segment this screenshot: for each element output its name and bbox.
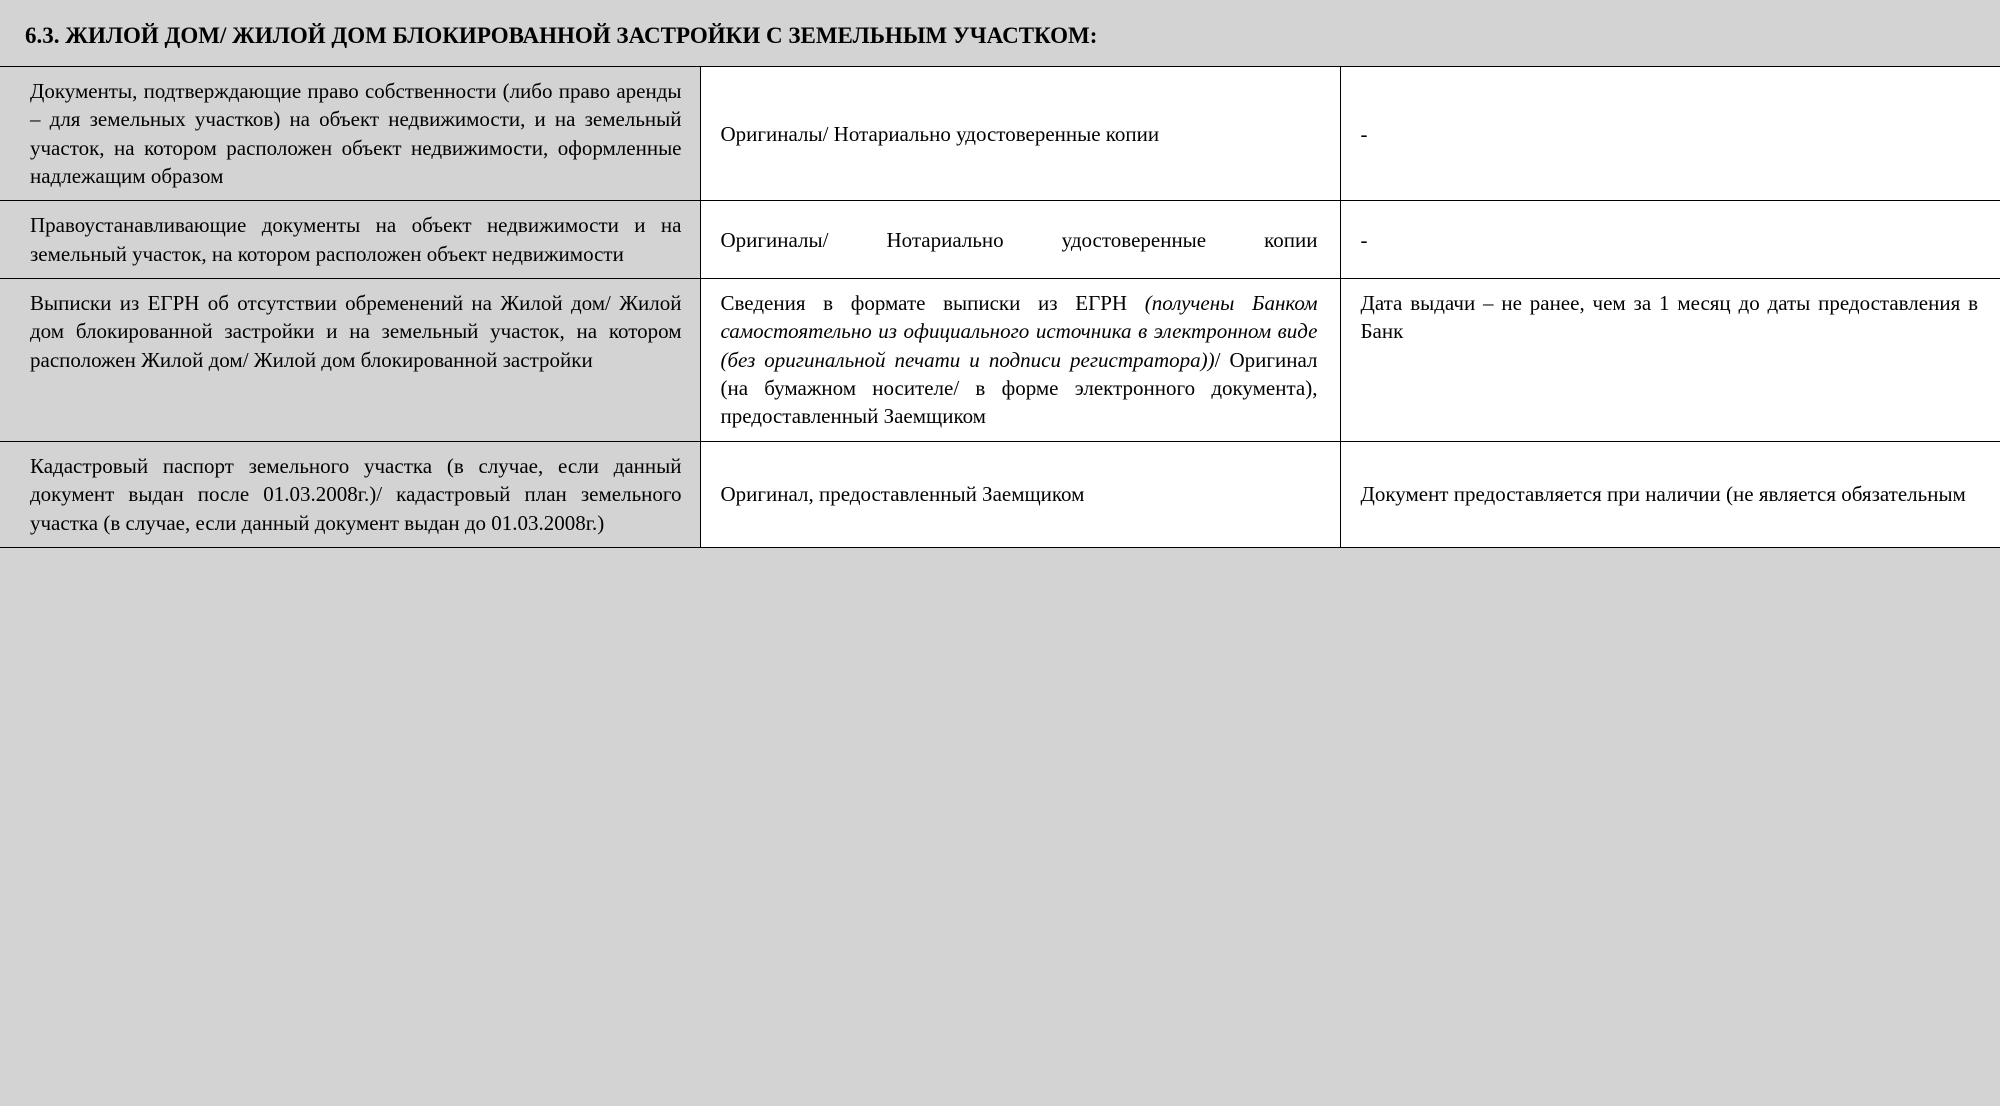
cell-form: Оригиналы/ Нотариально удостоверенные ко… [700,67,1340,201]
cell-document: Выписки из ЕГРН об отсутствии обременени… [0,279,700,442]
cell-document: Кадастровый паспорт земельного участка (… [0,441,700,547]
text-pre: Сведения в формате выписки из ЕГРН [721,291,1145,315]
cell-document: Правоустанавливающие документы на объект… [0,201,700,279]
cell-form: Сведения в формате выписки из ЕГРН (полу… [700,279,1340,442]
cell-document: Документы, подтверждающие право собствен… [0,67,700,201]
section-heading: 6.3. ЖИЛОЙ ДОМ/ ЖИЛОЙ ДОМ БЛОКИРОВАННОЙ … [0,0,2000,66]
cell-note: Дата выдачи – не ранее, чем за 1 месяц д… [1340,279,2000,442]
cell-form: Оригиналы/ Нотариально удостоверенные ко… [700,201,1340,279]
table-row: Документы, подтверждающие право собствен… [0,67,2000,201]
table-row: Кадастровый паспорт земельного участка (… [0,441,2000,547]
cell-note: Документ предоставляется при наличии (не… [1340,441,2000,547]
table-row: Правоустанавливающие документы на объект… [0,201,2000,279]
documents-table: Документы, подтверждающие право собствен… [0,66,2000,548]
cell-note: - [1340,201,2000,279]
table-row: Выписки из ЕГРН об отсутствии обременени… [0,279,2000,442]
cell-note: - [1340,67,2000,201]
cell-form: Оригинал, предоставленный Заемщиком [700,441,1340,547]
